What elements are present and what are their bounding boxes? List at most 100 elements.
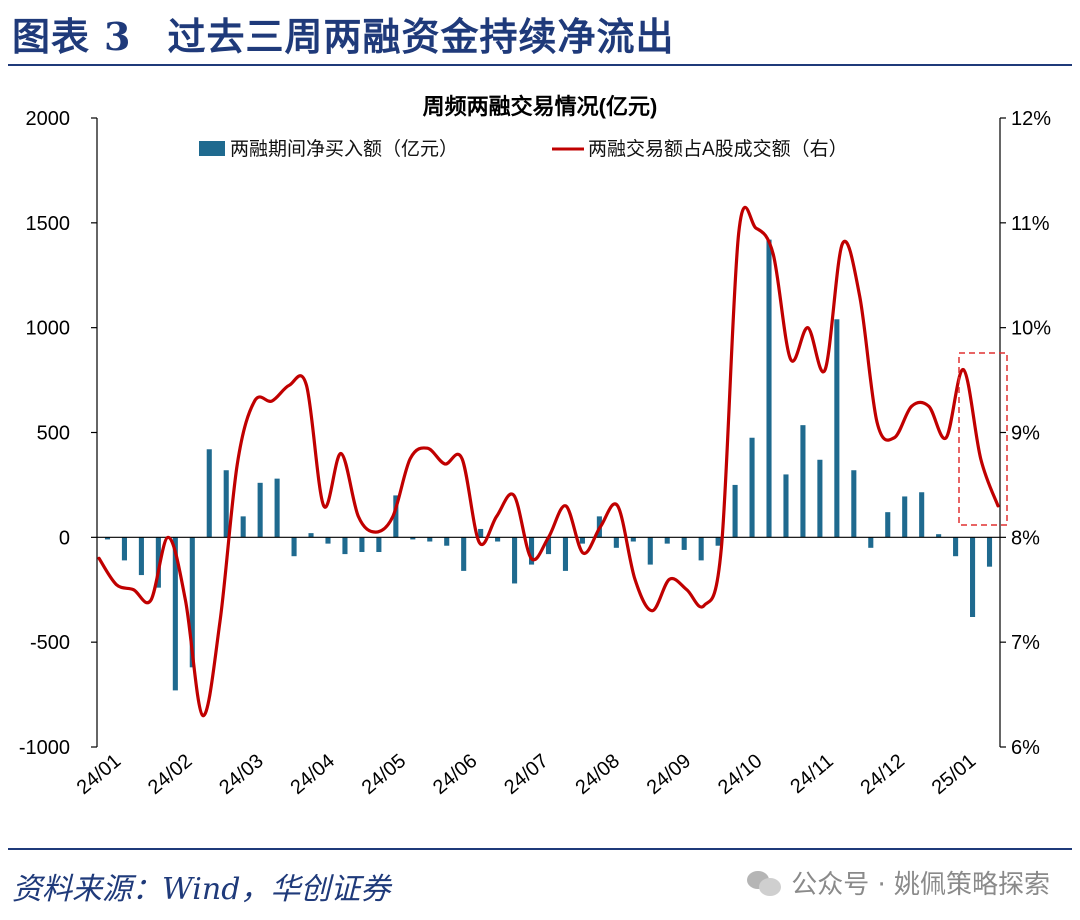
figure-title: 图表 3 过去三周两融资金持续净流出 [12, 6, 674, 61]
bar [681, 537, 687, 550]
bar [104, 537, 111, 540]
bar [359, 537, 365, 553]
bar [240, 516, 246, 538]
bar [478, 528, 484, 538]
x-tick-label: 24/02 [144, 750, 196, 799]
bar [647, 537, 653, 565]
bar [528, 537, 535, 565]
legend-bar-label: 两融期间净买入额（亿元） [230, 138, 458, 160]
x-tick-label: 24/10 [714, 750, 766, 799]
bar [155, 537, 161, 588]
x-tick-label: 24/04 [286, 750, 338, 799]
ratio-line [97, 205, 1000, 718]
left-tick-label: 500 [37, 423, 70, 445]
bar [715, 537, 721, 546]
figure-label: 图表 [12, 14, 91, 59]
bar [613, 537, 619, 548]
bar [461, 537, 467, 571]
footer-divider [8, 848, 1072, 850]
x-tick-label: 24/06 [429, 750, 481, 799]
bar [189, 537, 195, 668]
x-tick-label: 24/11 [786, 750, 837, 798]
x-tick-label: 24/09 [643, 750, 695, 799]
left-axis: 2000 1500 1000 500 0 -500 -1000 [19, 108, 98, 759]
bar [206, 449, 212, 538]
bar [562, 537, 569, 571]
x-axis: 24/01 24/02 24/03 24/04 24/05 24/06 24/07 24/08… [73, 750, 980, 799]
right-tick-label: 8% [1011, 527, 1040, 549]
left-tick-label: 0 [59, 527, 70, 549]
left-tick-label: 1500 [26, 213, 71, 235]
right-tick-label: 7% [1011, 632, 1040, 654]
legend-line-label: 两融交易额占A股成交额（右） [588, 138, 848, 160]
figure-number: 3 [104, 14, 132, 59]
right-tick-label: 12% [1011, 108, 1051, 130]
bar [393, 495, 399, 538]
bar [257, 482, 263, 538]
watermark-text: 公众号 · 姚佩策略探索 [791, 870, 1050, 900]
bar [885, 512, 891, 538]
bar [664, 537, 670, 544]
bar [630, 537, 636, 542]
bar [121, 537, 127, 561]
x-tick-label: 24/07 [500, 750, 552, 799]
bar [223, 470, 229, 538]
bar [427, 537, 433, 542]
bar [342, 537, 348, 555]
highlight-box [958, 352, 1008, 526]
bar [834, 319, 840, 538]
left-tick-label: 1000 [26, 318, 71, 340]
bar [579, 537, 585, 544]
bar [936, 534, 942, 538]
bar [800, 425, 806, 538]
right-tick-label: 10% [1011, 318, 1051, 340]
bar [732, 484, 738, 538]
bar [817, 459, 823, 538]
chart-title: 周频两融交易情况(亿元) [423, 94, 658, 119]
x-tick-label: 24/01 [73, 750, 125, 799]
bar [919, 492, 925, 538]
right-tick-label: 11% [1011, 213, 1050, 235]
bar [444, 537, 450, 546]
bar [291, 537, 297, 557]
bar [545, 537, 552, 555]
bar [783, 474, 789, 538]
bar [749, 437, 755, 538]
bar [766, 239, 772, 538]
bar [986, 537, 993, 567]
bar [902, 496, 908, 538]
left-tick-label: 2000 [26, 108, 71, 130]
x-tick-label: 24/05 [358, 750, 410, 799]
bar [410, 537, 416, 540]
bar [274, 478, 280, 538]
bar [325, 537, 331, 544]
bar-series [104, 239, 993, 691]
watermark: 公众号 · 姚佩策略探索 [747, 864, 1050, 901]
right-tick-label: 9% [1011, 423, 1040, 445]
bar [698, 537, 704, 561]
x-tick-label: 24/12 [856, 750, 908, 799]
bar [851, 470, 857, 538]
left-tick-label: -1000 [19, 737, 70, 759]
wechat-icon [747, 869, 783, 897]
right-tick-label: 6% [1011, 737, 1040, 759]
legend: 两融期间净买入额（亿元） 两融交易额占A股成交额（右） [199, 138, 848, 160]
legend-bar-swatch [199, 141, 225, 156]
right-axis: 12% 11% 10% 9% 8% 7% 6% [999, 108, 1051, 759]
bar [970, 537, 976, 617]
x-tick-label: 25/01 [928, 750, 980, 799]
bar [953, 537, 959, 557]
chart: 周频两融交易情况(亿元) 两融期间净买入额（亿元） 两融交易额占A股成交额（右）… [19, 94, 1051, 799]
bar [172, 537, 178, 691]
bar [868, 537, 874, 548]
bar [495, 537, 501, 542]
source-note: 资料来源：Wind，华创证券 [12, 872, 391, 907]
left-tick-label: -500 [30, 632, 70, 654]
x-tick-label: 24/03 [215, 750, 267, 799]
bar [376, 537, 382, 553]
bar [308, 533, 314, 538]
bar [138, 537, 144, 576]
figure-title-text: 过去三周两融资金持续净流出 [167, 14, 675, 59]
x-tick-label: 24/08 [571, 750, 623, 799]
title-divider [8, 64, 1072, 66]
